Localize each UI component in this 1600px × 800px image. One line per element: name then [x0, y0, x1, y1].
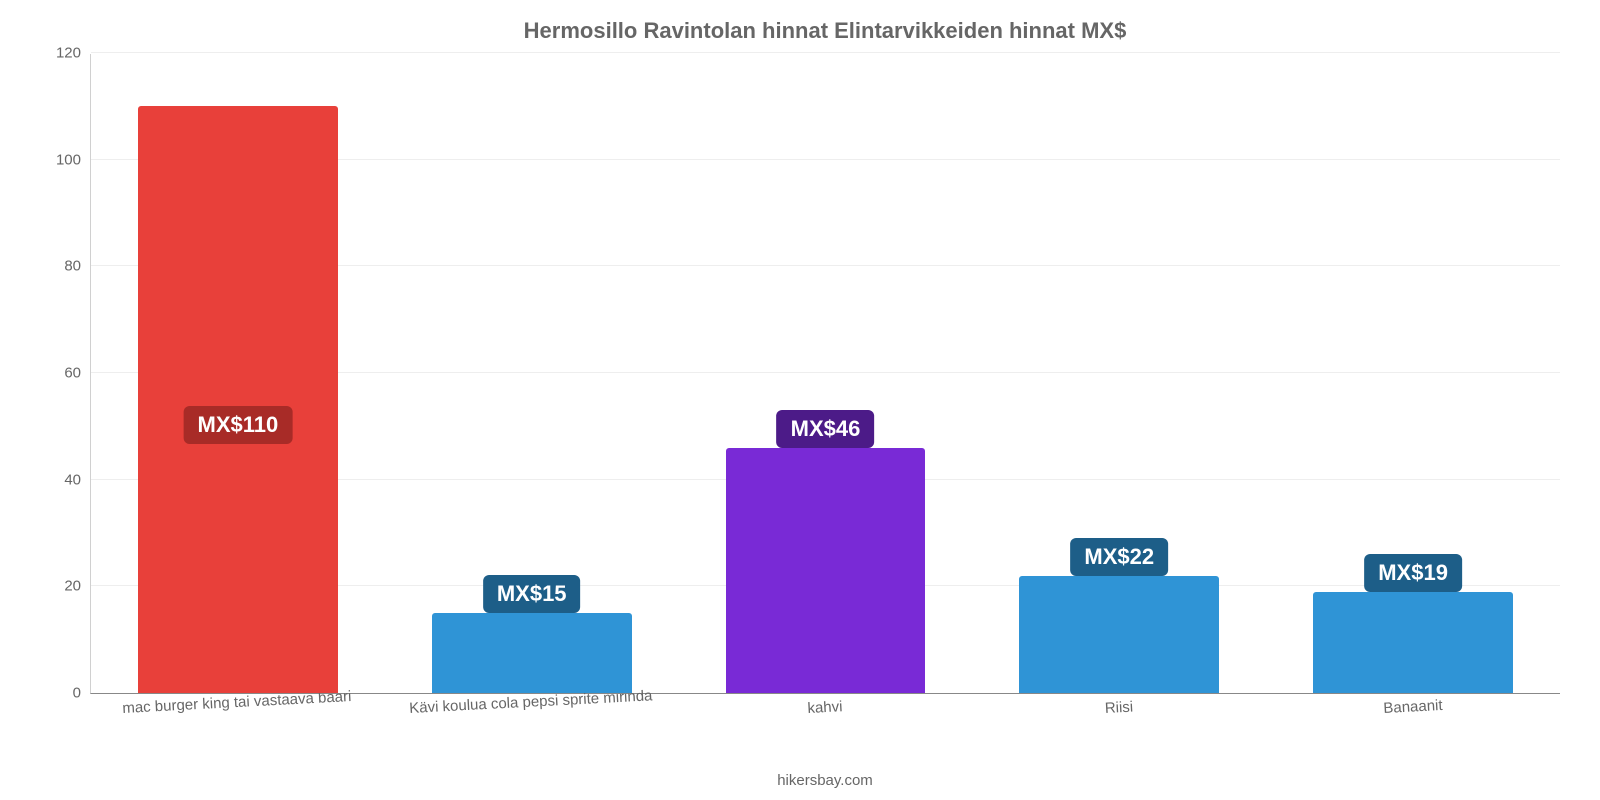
y-tick-label: 20 [41, 578, 81, 595]
chart-title: Hermosillo Ravintolan hinnat Elintarvikk… [90, 18, 1560, 44]
x-label-slot: Riisi [972, 694, 1266, 744]
x-axis-label: Riisi [1104, 699, 1133, 717]
y-tick-label: 100 [41, 151, 81, 168]
y-tick-label: 60 [41, 365, 81, 382]
y-tick-label: 80 [41, 258, 81, 275]
x-label-slot: Kävi koulua cola pepsi sprite mirinda [384, 694, 678, 744]
x-axis-label: Banaanit [1383, 697, 1443, 717]
value-badge: MX$110 [184, 406, 293, 444]
bar-slot: MX$22 [972, 54, 1266, 693]
attribution-text: hikersbay.com [90, 772, 1560, 789]
x-label-slot: Banaanit [1266, 694, 1560, 744]
bar-slot: MX$15 [385, 54, 679, 693]
value-badge: MX$19 [1364, 554, 1462, 592]
bar-chart: Hermosillo Ravintolan hinnat Elintarvikk… [0, 0, 1600, 800]
x-axis-label: kahvi [807, 698, 843, 717]
value-badge: MX$46 [777, 410, 875, 448]
bar-slot: MX$19 [1266, 54, 1560, 693]
bar: MX$46 [726, 448, 926, 693]
y-tick-label: 120 [41, 45, 81, 62]
bars-container: MX$110 MX$15 MX$46 MX$22 MX$19 [91, 54, 1560, 693]
x-axis-labels: mac burger king tai vastaava baariKävi k… [90, 694, 1560, 744]
bar: MX$15 [432, 613, 632, 693]
bar: MX$19 [1313, 592, 1513, 693]
x-label-slot: kahvi [678, 694, 972, 744]
value-badge: MX$15 [483, 575, 581, 613]
grid-line [91, 52, 1560, 53]
plot-area: MX$110MX$15MX$46MX$22MX$19 0204060801001… [90, 54, 1560, 694]
bar-slot: MX$110 [91, 54, 385, 693]
bar-slot: MX$46 [679, 54, 973, 693]
x-label-slot: mac burger king tai vastaava baari [90, 694, 384, 744]
bar: MX$110 [138, 106, 338, 693]
bar: MX$22 [1019, 576, 1219, 693]
value-badge: MX$22 [1070, 538, 1168, 576]
y-tick-label: 0 [41, 685, 81, 702]
y-tick-label: 40 [41, 471, 81, 488]
